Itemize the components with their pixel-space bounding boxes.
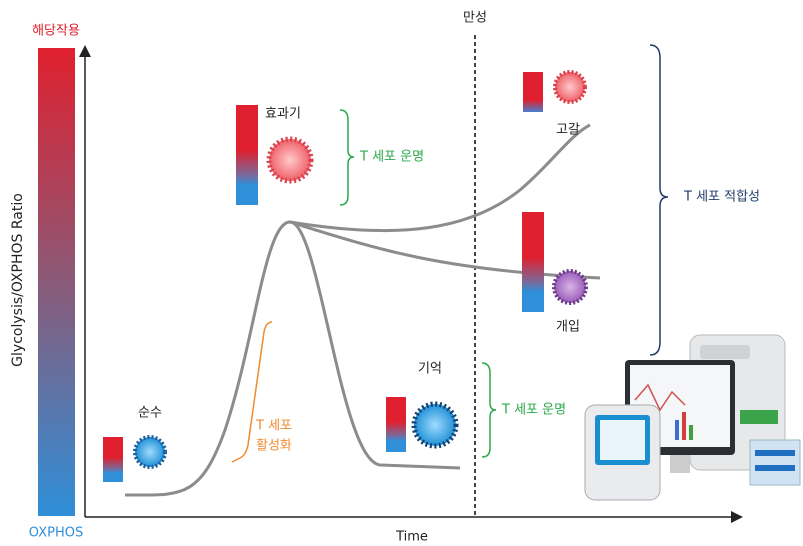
ratio-icon <box>103 437 123 482</box>
ratio-icon <box>386 397 406 452</box>
ratio-icon <box>523 72 543 112</box>
bracket <box>340 110 354 205</box>
diagram: 해당작용 OXPHOS Glycolysis/OXPHOS Ratio Time… <box>0 0 803 546</box>
bottom-label: OXPHOS <box>29 526 83 541</box>
cell <box>555 72 585 102</box>
stage-label: 고갈 <box>556 123 580 138</box>
stage-label: 순수 <box>138 406 162 421</box>
bracket <box>650 45 668 355</box>
x-axis-title: Time <box>395 530 428 545</box>
bracket-label: 활성화 <box>256 439 292 454</box>
curve <box>125 222 460 495</box>
bracket-label: T 세포 운명 <box>501 403 566 418</box>
bracket-label: T 세포 적합성 <box>683 190 760 205</box>
ratio-icon <box>236 105 258 205</box>
cell <box>135 437 165 467</box>
curve-branch <box>290 222 600 278</box>
y-axis-title: Glycolysis/OXPHOS Ratio <box>10 193 26 367</box>
ratio-bar <box>38 48 75 516</box>
cell <box>269 139 311 181</box>
top-label: 해당작용 <box>32 24 80 39</box>
stage-label: 기억 <box>418 362 442 377</box>
bracket-label: T 세포 운명 <box>359 150 424 165</box>
bracket <box>482 363 496 457</box>
divider-label: 만성 <box>463 11 487 26</box>
cell <box>414 404 456 446</box>
stage-label: 효과기 <box>265 107 301 122</box>
stage-label: 개입 <box>556 320 580 335</box>
ratio-icon <box>522 212 544 312</box>
cell <box>554 271 586 303</box>
instrument-image <box>585 335 800 500</box>
curve-branch <box>290 125 590 231</box>
bracket-label: T 세포 <box>255 419 292 434</box>
